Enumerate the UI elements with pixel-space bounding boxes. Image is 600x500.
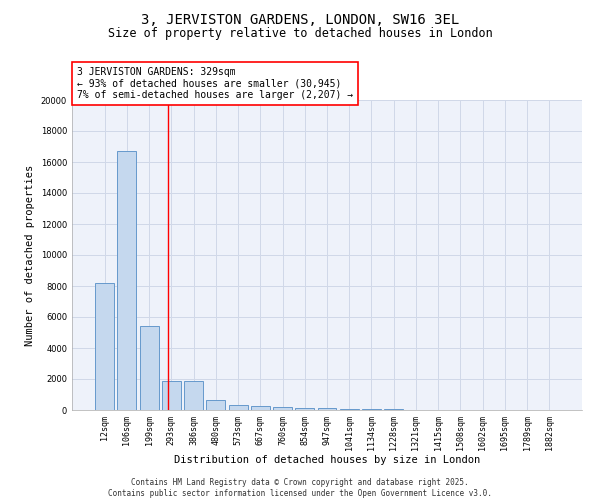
Bar — [162, 382, 181, 410]
Bar — [184, 382, 203, 410]
X-axis label: Distribution of detached houses by size in London: Distribution of detached houses by size … — [174, 456, 480, 466]
Bar — [118, 151, 136, 410]
Bar — [317, 408, 337, 410]
Bar — [140, 326, 158, 410]
Bar — [340, 409, 359, 410]
Bar — [95, 283, 114, 410]
Y-axis label: Number of detached properties: Number of detached properties — [25, 164, 35, 346]
Bar — [362, 409, 381, 410]
Bar — [295, 408, 314, 410]
Bar — [206, 400, 225, 410]
Bar — [251, 406, 270, 410]
Text: 3 JERVISTON GARDENS: 329sqm
← 93% of detached houses are smaller (30,945)
7% of : 3 JERVISTON GARDENS: 329sqm ← 93% of det… — [77, 67, 353, 100]
Bar — [229, 404, 248, 410]
Bar — [273, 408, 292, 410]
Text: 3, JERVISTON GARDENS, LONDON, SW16 3EL: 3, JERVISTON GARDENS, LONDON, SW16 3EL — [141, 12, 459, 26]
Text: Contains HM Land Registry data © Crown copyright and database right 2025.
Contai: Contains HM Land Registry data © Crown c… — [108, 478, 492, 498]
Text: Size of property relative to detached houses in London: Size of property relative to detached ho… — [107, 28, 493, 40]
